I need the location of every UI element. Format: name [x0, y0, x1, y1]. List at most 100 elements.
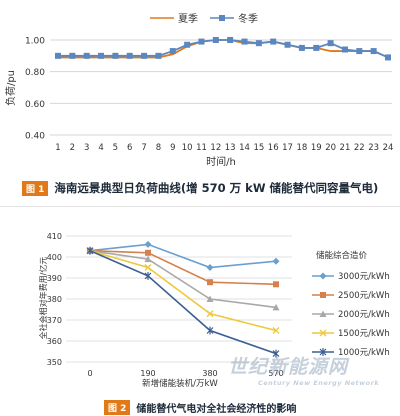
- x-tick-label: 12: [210, 143, 221, 153]
- x-axis-label: 新增储能装机/万kW: [142, 378, 218, 389]
- legend-marker: [319, 329, 327, 337]
- data-point: [206, 295, 214, 302]
- data-point: [198, 38, 205, 45]
- legend-label: 冬季: [238, 12, 258, 25]
- data-point: [241, 38, 248, 45]
- data-point: [298, 44, 305, 51]
- y-tick-label: 400: [47, 253, 62, 262]
- data-point: [255, 40, 262, 47]
- y-tick-label: 1.00: [25, 37, 45, 47]
- x-tick-label: 15: [253, 143, 264, 153]
- data-point: [69, 52, 76, 59]
- data-point: [169, 48, 176, 55]
- figure-2: 350 360 370 380 390 400 410 0 190 380 570 新增储能装机/万k…: [0, 222, 400, 416]
- x-tick-label: 2: [70, 143, 75, 153]
- y-tick-label: 350: [47, 358, 62, 367]
- figure-1-caption: 图 1 海南远景典型日负荷曲线(增 570 万 kW 储能替代同容量气电): [22, 180, 378, 196]
- data-point: [144, 240, 152, 248]
- watermark-logo: 世纪新能源网 Century New Energy Network: [228, 352, 398, 400]
- legend-marker: [320, 292, 326, 298]
- data-point: [284, 41, 291, 48]
- legend-marker: [319, 310, 327, 317]
- data-point: [272, 327, 280, 334]
- x-tick-label: 17: [282, 143, 293, 153]
- x-tick-label: 14: [239, 143, 250, 153]
- figure-2-caption: 图 2 储能替代气电对全社会经济性的影响: [104, 400, 296, 415]
- data-point: [206, 264, 214, 271]
- legend-label: 1000元/kWh: [338, 348, 390, 358]
- legend-marker: [319, 272, 327, 280]
- figure-1: 0.40 0.60 0.80 1.00 1 2 3 4 5 6 7 8 9 10 11 12 13 14 15 16 1…: [0, 0, 400, 200]
- x-tick-label: 190: [140, 369, 155, 378]
- y-tick-label: 410: [47, 232, 62, 241]
- data-point: [141, 52, 148, 59]
- legend-label: 1500元/kWh: [338, 329, 390, 339]
- data-point: [206, 326, 214, 335]
- data-point: [227, 37, 234, 43]
- data-point: [385, 54, 391, 61]
- x-tick-label: 13: [225, 143, 236, 153]
- x-tick-label: 21: [340, 143, 351, 153]
- data-point: [145, 249, 151, 256]
- y-tick-label: 390: [47, 274, 62, 283]
- legend-label: 夏季: [178, 13, 198, 25]
- data-point: [144, 264, 152, 271]
- x-tick-label: 1: [55, 143, 60, 153]
- series-line-4: [89, 249, 277, 355]
- x-tick-label: 19: [311, 143, 322, 153]
- watermark-sub-text: Century New Energy Network: [258, 379, 380, 387]
- x-tick-label: 8: [156, 143, 161, 153]
- legend-marker: [319, 348, 327, 356]
- legend-title: 储能综合造价: [316, 250, 368, 261]
- x-tick-label: 4: [98, 143, 103, 153]
- data-point: [272, 257, 280, 265]
- figure-1-tag: 图 1: [22, 180, 49, 196]
- y-tick-label: 370: [47, 316, 62, 325]
- figure-1-caption-text: 海南远景典型日负荷曲线(增 570 万 kW 储能替代同容量气电): [54, 181, 379, 195]
- figure-2-tag: 图 2: [104, 400, 131, 415]
- x-tick-label: 11: [196, 143, 207, 153]
- data-point: [144, 255, 152, 263]
- legend-label: 2500元/kWh: [338, 291, 390, 301]
- data-point: [112, 52, 119, 59]
- x-tick-label: 380: [202, 369, 217, 378]
- data-point: [144, 271, 152, 280]
- y-axis-label: 全社会相对年费用/亿元: [38, 257, 48, 340]
- data-point: [273, 281, 279, 288]
- series-line-0: [89, 243, 277, 269]
- legend-label: 2000元/kWh: [338, 310, 390, 320]
- y-tick-label: 0.80: [25, 68, 45, 78]
- data-point: [207, 279, 213, 286]
- data-point: [356, 48, 363, 55]
- x-tick-label: 10: [182, 143, 193, 153]
- data-point: [55, 52, 61, 59]
- data-point: [83, 52, 90, 59]
- data-point: [206, 310, 214, 318]
- storage-economics-chart: 350 360 370 380 390 400 410 0 190 380 570 新增储能装机/万k…: [38, 232, 390, 389]
- y-tick-label: 0.60: [25, 100, 45, 110]
- legend-marker: [219, 15, 225, 21]
- x-tick-label: 6: [127, 143, 132, 153]
- data-point: [270, 38, 277, 45]
- y-tick-label: 0.40: [25, 132, 45, 142]
- x-tick-label: 3: [84, 143, 89, 153]
- data-point: [126, 52, 133, 59]
- data-point: [212, 37, 219, 43]
- data-point: [86, 246, 94, 255]
- x-tick-label: 22: [354, 143, 365, 153]
- series-line-3: [89, 249, 277, 332]
- data-point: [272, 349, 280, 358]
- y-tick-label: 360: [47, 337, 62, 346]
- x-tick-label: 5: [113, 143, 118, 153]
- x-tick-label: 570: [268, 369, 283, 378]
- data-point: [272, 303, 280, 311]
- series-line-0: [58, 39, 389, 59]
- data-point: [313, 44, 320, 51]
- x-tick-label: 7: [141, 143, 146, 153]
- x-tick-label: 9: [170, 143, 175, 153]
- divider: [0, 206, 400, 207]
- x-axis-label: 时间/h: [206, 155, 236, 168]
- series-line-1: [89, 249, 277, 286]
- x-tick-label: 24: [383, 143, 394, 153]
- legend-label: 3000元/kWh: [338, 272, 390, 282]
